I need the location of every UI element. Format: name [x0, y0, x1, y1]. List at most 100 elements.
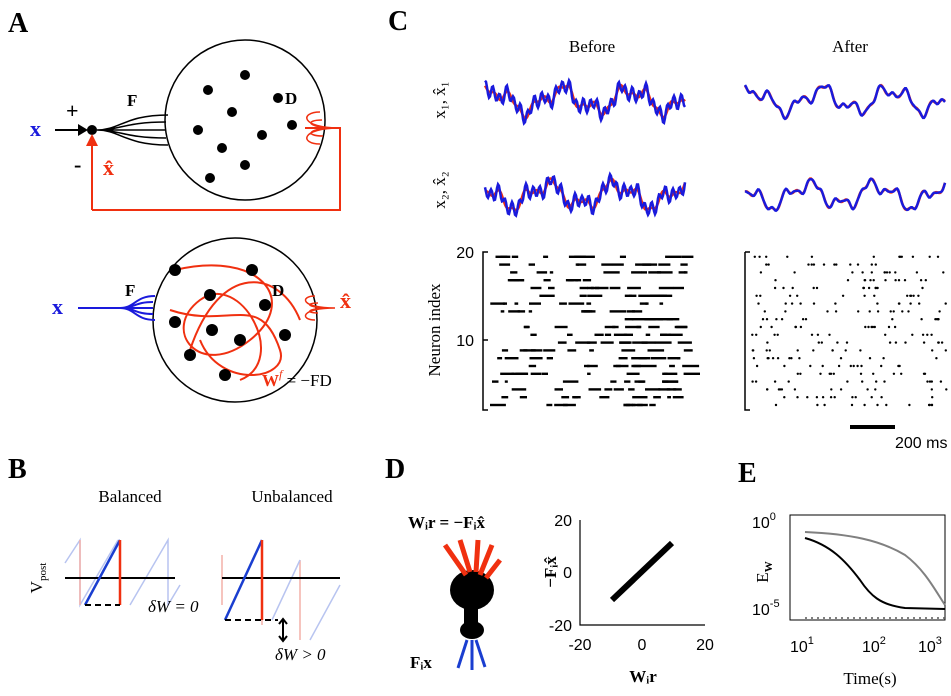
- d-label: D: [272, 281, 284, 300]
- spike: [810, 263, 813, 266]
- spike: [776, 357, 780, 360]
- spike-burst: [587, 372, 591, 375]
- spike: [936, 255, 940, 258]
- spike: [888, 341, 892, 344]
- x-tick-label: 0: [638, 637, 647, 654]
- spike-burst: [676, 325, 687, 329]
- tick-base: 10: [790, 639, 808, 656]
- spike-burst: [609, 286, 621, 290]
- spike-burst: [672, 396, 684, 399]
- spike-burst: [653, 396, 661, 399]
- spike: [939, 380, 943, 383]
- spike-burst: [619, 341, 632, 344]
- spike-burst: [682, 364, 700, 368]
- spike-burst: [609, 310, 627, 313]
- spike-burst: [619, 255, 626, 258]
- spike: [903, 279, 907, 282]
- spike: [885, 403, 888, 407]
- spike-burst: [492, 380, 499, 383]
- tick-exp: 0: [770, 511, 776, 523]
- eq-sup: f: [279, 367, 284, 381]
- spike: [788, 294, 792, 297]
- panel-label: B: [8, 454, 27, 485]
- panel-label: C: [388, 6, 408, 37]
- spike: [874, 388, 877, 391]
- spike: [812, 286, 815, 290]
- spike: [759, 325, 762, 329]
- spike: [921, 286, 924, 290]
- tick-exp: -5: [770, 598, 780, 610]
- raster-ytick-label: 10: [456, 333, 474, 350]
- spike: [859, 349, 862, 352]
- spike: [771, 357, 775, 360]
- spike: [758, 255, 761, 258]
- tick-base: 10: [918, 639, 936, 656]
- spike: [799, 325, 803, 329]
- spike: [897, 279, 901, 282]
- spike-burst: [528, 364, 537, 368]
- f-label: F: [125, 281, 135, 300]
- spike: [868, 357, 872, 360]
- y-tick-label: 0: [563, 565, 572, 582]
- spike-burst: [548, 286, 555, 290]
- spike-burst: [514, 302, 519, 305]
- spike: [871, 325, 875, 329]
- spike-burst: [580, 255, 595, 258]
- spike: [751, 380, 754, 383]
- balanced-title: Balanced: [98, 487, 162, 506]
- spike-burst: [582, 279, 592, 282]
- spike: [768, 349, 771, 352]
- spike: [780, 318, 784, 321]
- spike: [867, 286, 871, 290]
- spike-burst: [641, 271, 647, 274]
- spike-burst: [624, 294, 632, 297]
- spike-burst: [624, 318, 634, 321]
- spike-burst: [680, 263, 688, 266]
- spike: [856, 364, 859, 368]
- panel-label: E: [738, 458, 757, 489]
- spike: [807, 263, 810, 266]
- spike: [793, 271, 796, 274]
- spike-burst: [623, 403, 633, 407]
- spike: [765, 318, 769, 321]
- spike-burst: [627, 286, 641, 290]
- spike: [773, 286, 777, 290]
- spike-burst: [601, 263, 613, 266]
- x-tick-label: -20: [568, 637, 591, 654]
- y-axis-label: Vpost: [27, 563, 49, 594]
- spike: [777, 388, 781, 391]
- spike: [937, 341, 940, 344]
- spike: [880, 396, 883, 399]
- spike: [944, 302, 947, 305]
- spike-burst: [501, 396, 509, 399]
- spike-burst: [575, 279, 582, 282]
- spike: [801, 318, 805, 321]
- spike-burst: [615, 364, 621, 368]
- spike: [876, 302, 879, 305]
- input-label: x: [52, 294, 63, 319]
- spike: [900, 372, 903, 375]
- spike-burst: [490, 403, 506, 407]
- spike: [757, 302, 760, 305]
- traces: [483, 77, 947, 218]
- spike-burst: [613, 333, 627, 336]
- spike: [784, 310, 787, 313]
- spike: [928, 380, 932, 383]
- spike: [926, 380, 929, 383]
- axes: [579, 520, 705, 626]
- spike: [806, 396, 809, 399]
- spike-burst: [568, 279, 579, 282]
- x-tick-label: 101: [790, 635, 814, 656]
- spike: [829, 396, 833, 399]
- spike: [873, 325, 876, 329]
- spike-burst: [554, 388, 563, 391]
- tick-base: 10: [752, 515, 770, 532]
- spike-burst: [613, 388, 624, 391]
- spike-burst: [581, 310, 596, 313]
- f-label: F: [127, 91, 137, 110]
- spike: [799, 302, 802, 305]
- spike-burst: [626, 310, 635, 313]
- spike-burst: [631, 318, 648, 321]
- spike-burst: [604, 388, 613, 391]
- x-tick-label: 102: [862, 635, 886, 656]
